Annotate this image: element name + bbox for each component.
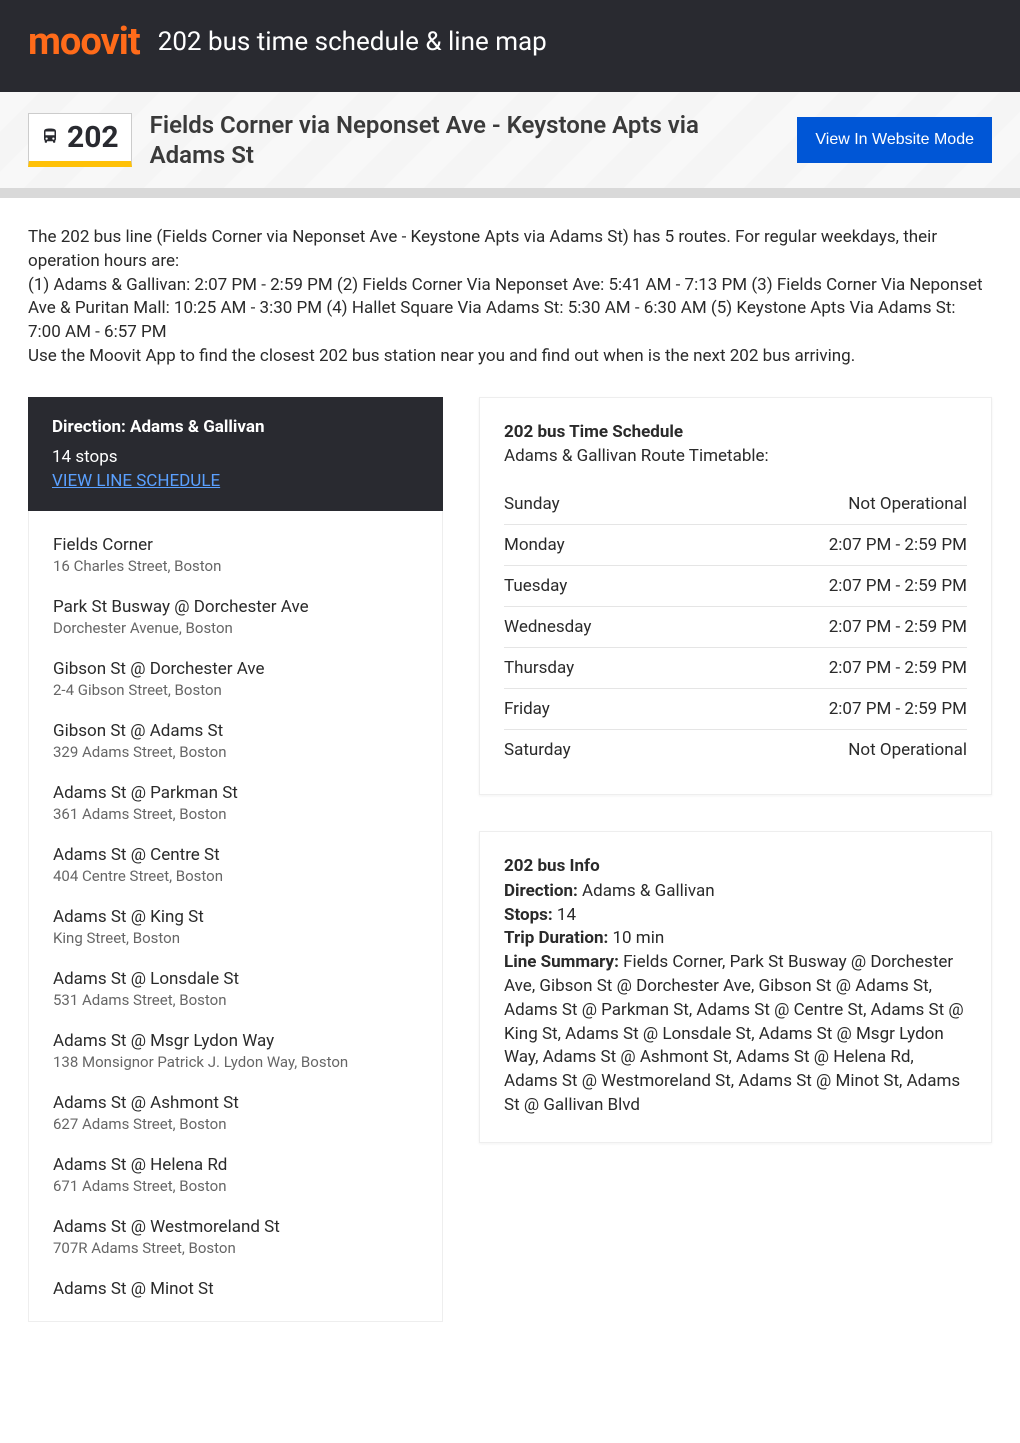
info-direction-value: Adams & Gallivan: [578, 881, 715, 901]
bus-icon: [41, 127, 59, 149]
info-summary-value: Fields Corner, Park St Busway @ Dorchest…: [504, 952, 964, 1115]
stop-name: Gibson St @ Dorchester Ave: [53, 659, 418, 679]
stop-item: Adams St @ Lonsdale St 531 Adams Street, …: [53, 969, 418, 1009]
right-column: 202 bus Time Schedule Adams & Gallivan R…: [479, 397, 992, 1322]
info-direction: Direction: Adams & Gallivan: [504, 880, 967, 904]
info-stops-value: 14: [553, 905, 576, 925]
content-wrapper: Direction: Adams & Gallivan 14 stops VIE…: [0, 397, 1020, 1350]
schedule-hours: Not Operational: [848, 740, 967, 760]
stop-name: Adams St @ Ashmont St: [53, 1093, 418, 1113]
schedule-hours: 2:07 PM - 2:59 PM: [829, 576, 967, 596]
moovit-logo: moovit: [28, 20, 140, 64]
route-name: Fields Corner via Neponset Ave - Keyston…: [150, 110, 780, 170]
schedule-day: Monday: [504, 535, 565, 555]
stop-address: 329 Adams Street, Boston: [53, 743, 418, 761]
header-bar: moovit 202 bus time schedule & line map: [0, 0, 1020, 92]
schedule-table: Sunday Not Operational Monday 2:07 PM - 2:5…: [504, 484, 967, 770]
info-card: 202 bus Info Direction: Adams & Gallivan…: [479, 831, 992, 1143]
schedule-day: Friday: [504, 699, 550, 719]
schedule-row: Wednesday 2:07 PM - 2:59 PM: [504, 607, 967, 648]
schedule-hours: 2:07 PM - 2:59 PM: [829, 658, 967, 678]
desc-p3: Use the Moovit App to find the closest 2…: [28, 345, 992, 369]
desc-p1: The 202 bus line (Fields Corner via Nepo…: [28, 226, 992, 274]
stop-name: Adams St @ Westmoreland St: [53, 1217, 418, 1237]
schedule-hours: Not Operational: [848, 494, 967, 514]
stops-list: Fields Corner 16 Charles Street, Boston Pa…: [28, 511, 443, 1322]
schedule-day: Wednesday: [504, 617, 591, 637]
schedule-hours: 2:07 PM - 2:59 PM: [829, 535, 967, 555]
schedule-subtitle: Adams & Gallivan Route Timetable:: [504, 446, 967, 466]
info-duration: Trip Duration: 10 min: [504, 927, 967, 951]
stop-address: 361 Adams Street, Boston: [53, 805, 418, 823]
info-direction-label: Direction:: [504, 881, 578, 901]
schedule-row: Monday 2:07 PM - 2:59 PM: [504, 525, 967, 566]
stops-count: 14 stops: [52, 447, 419, 467]
info-title: 202 bus Info: [504, 856, 967, 876]
schedule-title: 202 bus Time Schedule: [504, 422, 967, 442]
view-website-button[interactable]: View In Website Mode: [797, 117, 992, 163]
stop-address: 627 Adams Street, Boston: [53, 1115, 418, 1133]
stop-name: Gibson St @ Adams St: [53, 721, 418, 741]
stop-item: Adams St @ Centre St 404 Centre Street, B…: [53, 845, 418, 885]
schedule-hours: 2:07 PM - 2:59 PM: [829, 699, 967, 719]
direction-title: Direction: Adams & Gallivan: [52, 417, 419, 437]
stop-item: Gibson St @ Adams St 329 Adams Street, Bo…: [53, 721, 418, 761]
stop-address: 404 Centre Street, Boston: [53, 867, 418, 885]
page-title: 202 bus time schedule & line map: [158, 27, 547, 57]
direction-card: Direction: Adams & Gallivan 14 stops VIE…: [28, 397, 443, 511]
stop-item: Adams St @ Minot St: [53, 1279, 418, 1299]
info-summary: Line Summary: Fields Corner, Park St Bus…: [504, 951, 967, 1118]
stop-address: 671 Adams Street, Boston: [53, 1177, 418, 1195]
stop-address: Dorchester Avenue, Boston: [53, 619, 418, 637]
stop-address: 16 Charles Street, Boston: [53, 557, 418, 575]
route-header: 202 Fields Corner via Neponset Ave - Key…: [0, 92, 1020, 198]
schedule-day: Thursday: [504, 658, 574, 678]
info-duration-value: 10 min: [608, 928, 664, 948]
stop-address: 138 Monsignor Patrick J. Lydon Way, Bost…: [53, 1053, 418, 1071]
stop-item: Adams St @ King St King Street, Boston: [53, 907, 418, 947]
stop-item: Fields Corner 16 Charles Street, Boston: [53, 535, 418, 575]
description-block: The 202 bus line (Fields Corner via Nepo…: [0, 198, 1020, 397]
schedule-hours: 2:07 PM - 2:59 PM: [829, 617, 967, 637]
stop-name: Adams St @ Lonsdale St: [53, 969, 418, 989]
schedule-card: 202 bus Time Schedule Adams & Gallivan R…: [479, 397, 992, 795]
stop-address: King Street, Boston: [53, 929, 418, 947]
info-summary-label: Line Summary:: [504, 952, 619, 972]
route-badge: 202: [28, 113, 132, 167]
stop-item: Adams St @ Msgr Lydon Way 138 Monsignor P…: [53, 1031, 418, 1071]
view-schedule-link[interactable]: VIEW LINE SCHEDULE: [52, 471, 220, 491]
stop-name: Adams St @ Centre St: [53, 845, 418, 865]
stop-item: Park St Busway @ Dorchester Ave Dorcheste…: [53, 597, 418, 637]
stop-address: 707R Adams Street, Boston: [53, 1239, 418, 1257]
stop-item: Gibson St @ Dorchester Ave 2-4 Gibson Str…: [53, 659, 418, 699]
stop-address: 2-4 Gibson Street, Boston: [53, 681, 418, 699]
schedule-day: Saturday: [504, 740, 571, 760]
schedule-day: Sunday: [504, 494, 560, 514]
stop-name: Adams St @ King St: [53, 907, 418, 927]
left-column: Direction: Adams & Gallivan 14 stops VIE…: [28, 397, 443, 1322]
stop-name: Adams St @ Parkman St: [53, 783, 418, 803]
desc-p2: (1) Adams & Gallivan: 2:07 PM - 2:59 PM …: [28, 274, 992, 345]
stop-item: Adams St @ Westmoreland St 707R Adams Str…: [53, 1217, 418, 1257]
stop-name: Adams St @ Msgr Lydon Way: [53, 1031, 418, 1051]
schedule-row: Friday 2:07 PM - 2:59 PM: [504, 689, 967, 730]
stop-item: Adams St @ Ashmont St 627 Adams Street, B…: [53, 1093, 418, 1133]
stop-item: Adams St @ Parkman St 361 Adams Street, B…: [53, 783, 418, 823]
schedule-row: Thursday 2:07 PM - 2:59 PM: [504, 648, 967, 689]
schedule-row: Saturday Not Operational: [504, 730, 967, 770]
stop-name: Adams St @ Helena Rd: [53, 1155, 418, 1175]
stop-name: Park St Busway @ Dorchester Ave: [53, 597, 418, 617]
stop-name: Fields Corner: [53, 535, 418, 555]
schedule-row: Sunday Not Operational: [504, 484, 967, 525]
stop-item: Adams St @ Helena Rd 671 Adams Street, Bo…: [53, 1155, 418, 1195]
info-stops: Stops: 14: [504, 904, 967, 928]
schedule-row: Tuesday 2:07 PM - 2:59 PM: [504, 566, 967, 607]
route-number: 202: [67, 120, 119, 155]
stop-name: Adams St @ Minot St: [53, 1279, 418, 1299]
schedule-day: Tuesday: [504, 576, 567, 596]
info-duration-label: Trip Duration:: [504, 928, 608, 948]
info-stops-label: Stops:: [504, 905, 553, 925]
stop-address: 531 Adams Street, Boston: [53, 991, 418, 1009]
